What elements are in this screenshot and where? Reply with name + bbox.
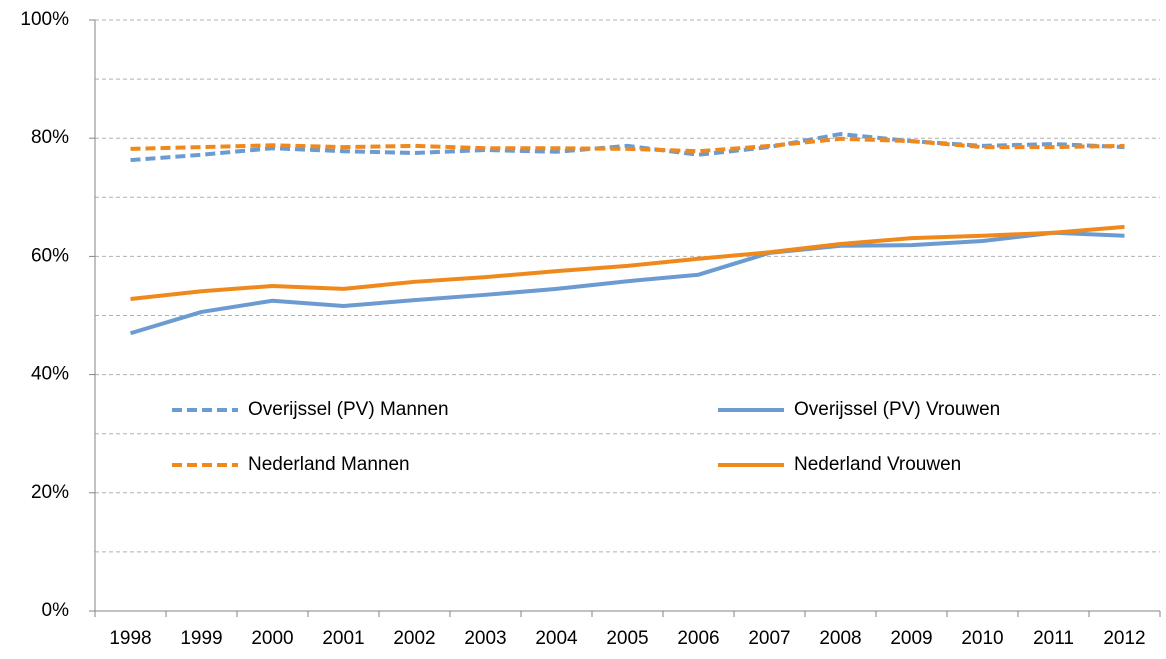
x-tick-label: 2004 — [535, 628, 578, 649]
x-tick-label: 2000 — [251, 628, 293, 649]
y-tick-label: 40% — [31, 364, 69, 385]
x-tick-label: 2007 — [748, 628, 790, 649]
y-tick-label: 100% — [20, 9, 69, 30]
x-tick-label: 1998 — [109, 628, 151, 649]
x-tick-label: 2006 — [677, 628, 719, 649]
x-tick-label: 2003 — [464, 628, 506, 649]
x-tick-label: 2005 — [606, 628, 648, 649]
x-tick-label: 2002 — [393, 628, 435, 649]
line — [129, 230, 1125, 336]
y-tick-label: 80% — [31, 127, 69, 148]
x-tick-label: 2011 — [1033, 628, 1074, 649]
x-tick-label: 2001 — [322, 628, 364, 649]
legend-label: Nederland Mannen — [248, 454, 410, 475]
x-tick-label: 1999 — [180, 628, 222, 649]
legend-label: Overijssel (PV) Mannen — [248, 399, 449, 420]
legend-label: Nederland Vrouwen — [794, 454, 961, 475]
x-tick-label: 2009 — [890, 628, 932, 649]
legend-label: Overijssel (PV) Vrouwen — [794, 399, 1000, 420]
line — [130, 224, 1125, 301]
x-tick-label: 2010 — [961, 628, 1003, 649]
y-tick-label: 60% — [31, 245, 69, 266]
x-tick-label: 2008 — [819, 628, 861, 649]
x-tick-label: 2012 — [1103, 628, 1145, 649]
y-tick-label: 0% — [42, 600, 70, 621]
y-tick-label: 20% — [31, 482, 69, 503]
line — [130, 136, 1125, 154]
